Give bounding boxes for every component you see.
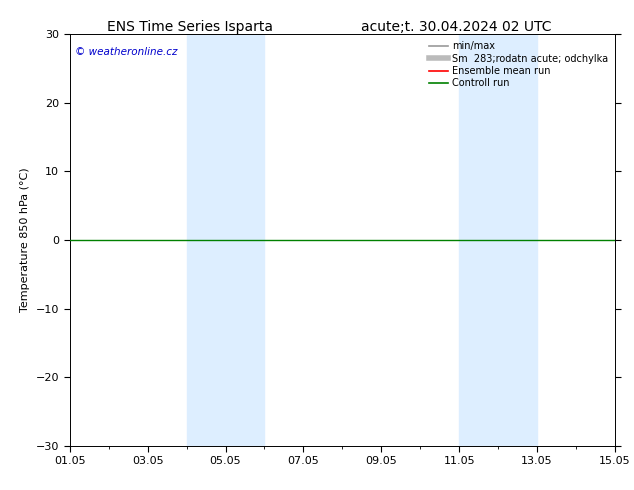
Y-axis label: Temperature 850 hPa (°C): Temperature 850 hPa (°C) [20,168,30,313]
Text: acute;t. 30.04.2024 02 UTC: acute;t. 30.04.2024 02 UTC [361,20,552,34]
Bar [459,34,537,446]
Legend: min/max, Sm  283;rodatn acute; odchylka, Ensemble mean run, Controll run: min/max, Sm 283;rodatn acute; odchylka, … [427,39,610,90]
Text: ENS Time Series Isparta: ENS Time Series Isparta [107,20,273,34]
Bar [186,34,264,446]
Text: © weatheronline.cz: © weatheronline.cz [75,47,178,57]
